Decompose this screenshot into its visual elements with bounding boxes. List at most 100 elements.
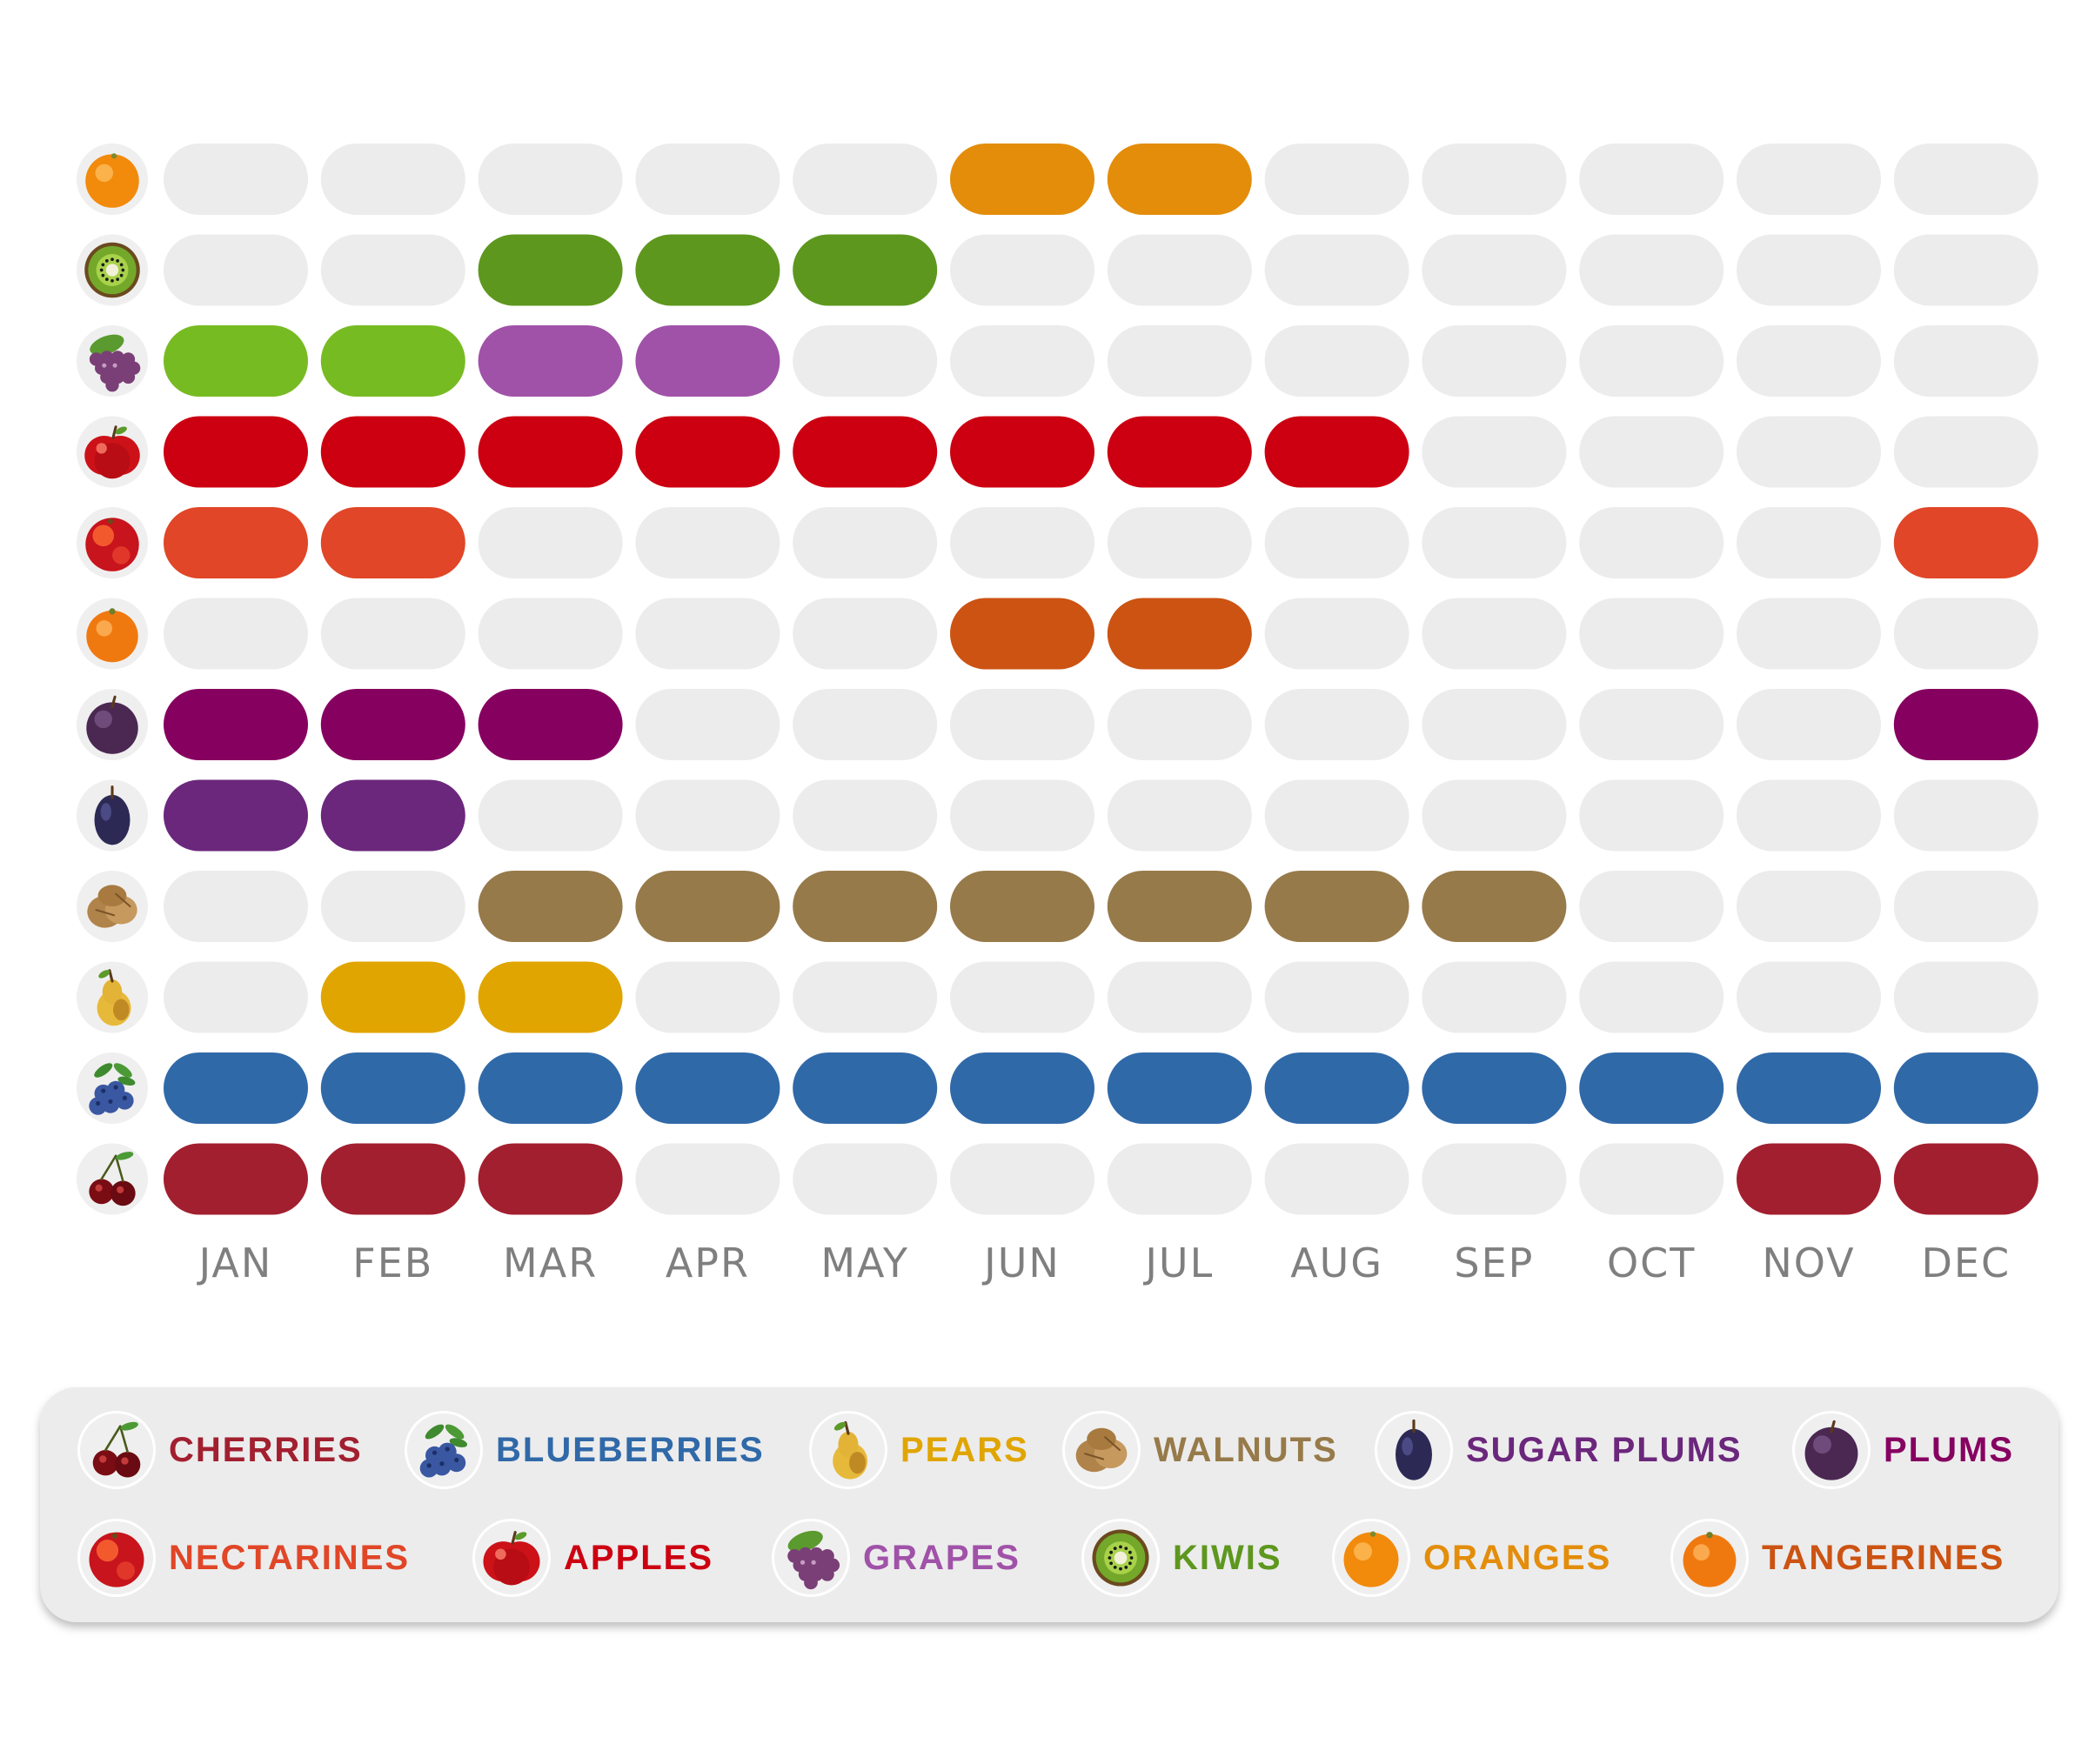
month-label: NOV — [1762, 1239, 1855, 1286]
pear-icon — [77, 961, 148, 1033]
season-pill-active — [1893, 689, 2038, 760]
season-pill-active — [635, 325, 780, 397]
season-pill-inactive — [1422, 416, 1567, 488]
season-pill-inactive — [1264, 689, 1409, 760]
legend-item: CHERRIES — [77, 1408, 363, 1492]
season-pill-inactive — [320, 598, 465, 670]
kiwi-icon — [1081, 1519, 1160, 1597]
season-pill-active — [478, 1052, 623, 1124]
season-pill-active — [164, 507, 308, 578]
cherry-icon-shape — [80, 1413, 153, 1487]
season-pill-inactive — [793, 779, 938, 852]
season-pill-inactive — [1107, 234, 1252, 306]
season-pill-active — [950, 871, 1094, 942]
grapes-icon — [772, 1519, 850, 1597]
season-pill-inactive — [635, 961, 780, 1033]
season-pill-inactive — [950, 325, 1094, 397]
legend-label: GRAPES — [863, 1538, 1021, 1577]
legend-label: ORANGES — [1423, 1538, 1612, 1577]
season-pill-inactive — [1893, 144, 2038, 215]
season-pill-inactive — [1264, 507, 1409, 578]
season-pill-active — [320, 325, 465, 397]
season-pill-inactive — [1893, 871, 2038, 942]
season-pill-inactive — [1264, 234, 1409, 306]
season-pill-active — [1107, 598, 1252, 670]
season-pill-inactive — [1579, 871, 1724, 942]
season-pill-inactive — [1579, 144, 1724, 215]
legend-label: CHERRIES — [169, 1430, 363, 1469]
fruit-row — [77, 961, 2038, 1033]
season-pill-active — [164, 779, 308, 852]
season-pill-active — [793, 871, 938, 942]
season-pill-active — [793, 1052, 938, 1124]
legend-label: BLUEBERRIES — [496, 1430, 765, 1469]
season-pill-inactive — [478, 507, 623, 578]
season-pill-active — [635, 416, 780, 488]
legend-item: TANGERINES — [1670, 1516, 2005, 1600]
pear-icon-shape — [812, 1413, 885, 1487]
nectarine-icon — [77, 1519, 156, 1597]
season-pill-inactive — [320, 234, 465, 306]
season-pill-inactive — [1422, 234, 1567, 306]
legend-item: NECTARINES — [77, 1516, 410, 1600]
season-pill-active — [478, 961, 623, 1033]
nectarine-icon — [77, 507, 148, 578]
apple-icon-shape — [475, 1521, 548, 1594]
season-pill-inactive — [635, 689, 780, 760]
month-label: MAY — [820, 1239, 909, 1286]
season-pill-inactive — [1422, 779, 1567, 852]
season-pill-active — [478, 416, 623, 488]
season-pill-active — [1893, 507, 2038, 578]
tangerine-icon-shape — [1673, 1521, 1746, 1594]
season-pill-active — [635, 871, 780, 942]
season-pill-inactive — [793, 689, 938, 760]
sugar-plum-icon-shape — [1377, 1413, 1450, 1487]
season-pill-inactive — [1422, 598, 1567, 670]
legend-label: PLUMS — [1884, 1430, 2014, 1469]
seasonal-calendar-chart: JAN FEB MAR APR MAY JUN JUL AUG SEP OCT NOV DEC — [77, 144, 2038, 1286]
season-pill-active — [1893, 1052, 2038, 1124]
walnut-icon-shape — [1065, 1413, 1138, 1487]
season-pill-inactive — [1264, 1143, 1409, 1215]
season-pill-inactive — [1737, 234, 1881, 306]
grapes-icon — [77, 325, 148, 397]
season-pill-inactive — [320, 144, 465, 215]
sugar-plum-icon — [77, 779, 148, 852]
month-label: DEC — [1921, 1239, 2011, 1286]
legend-item: PEARS — [808, 1408, 1029, 1492]
season-pill-active — [950, 416, 1094, 488]
season-pill-active — [478, 1143, 623, 1215]
season-pill-active — [635, 1052, 780, 1124]
season-pill-inactive — [1579, 416, 1724, 488]
season-pill-inactive — [1264, 144, 1409, 215]
season-pill-inactive — [1107, 961, 1252, 1033]
legend-item: ORANGES — [1331, 1516, 1611, 1600]
sugar-plum-icon — [1375, 1411, 1453, 1489]
legend-label: KIWIS — [1173, 1538, 1282, 1577]
season-pill-inactive — [1737, 779, 1881, 852]
season-pill-active — [1737, 1052, 1881, 1124]
season-pill-inactive — [1422, 325, 1567, 397]
season-pill-inactive — [1579, 689, 1724, 760]
season-pill-active — [478, 689, 623, 760]
season-pill-inactive — [1893, 598, 2038, 670]
season-pill-inactive — [1422, 961, 1567, 1033]
blueberry-icon-shape — [407, 1413, 480, 1487]
season-pill-inactive — [950, 507, 1094, 578]
orange-icon-shape — [1335, 1521, 1408, 1594]
season-pill-inactive — [950, 779, 1094, 852]
legend-item: BLUEBERRIES — [404, 1408, 765, 1492]
fruit-row — [77, 507, 2038, 578]
season-pill-active — [320, 416, 465, 488]
legend-item: APPLES — [472, 1516, 713, 1600]
season-pill-inactive — [1893, 961, 2038, 1033]
cherry-icon — [77, 1143, 148, 1215]
season-pill-inactive — [1264, 779, 1409, 852]
legend-label: SUGAR PLUMS — [1466, 1430, 1743, 1469]
plum-icon — [1792, 1411, 1871, 1489]
season-pill-inactive — [1264, 325, 1409, 397]
season-pill-inactive — [1893, 234, 2038, 306]
fruit-row — [77, 325, 2038, 397]
fruit-row — [77, 598, 2038, 670]
month-label: FEB — [352, 1239, 433, 1286]
